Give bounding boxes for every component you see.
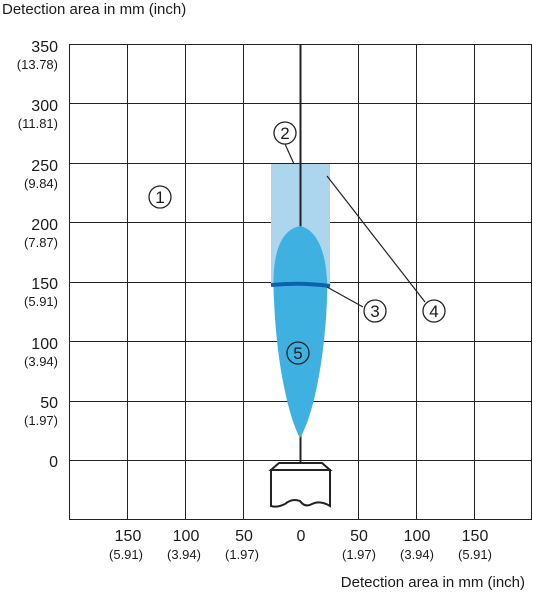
y-tick-100-inch: (3.94) bbox=[24, 354, 58, 369]
y-tick-350-inch: (13.78) bbox=[17, 57, 58, 72]
x-axis-title: Detection area in mm (inch) bbox=[340, 574, 525, 591]
callout-2: 2 bbox=[273, 121, 297, 165]
svg-text:5: 5 bbox=[293, 344, 302, 363]
y-tick-300: 300 bbox=[31, 98, 58, 115]
y-tick-200: 200 bbox=[31, 217, 58, 234]
y-tick-50-inch: (1.97) bbox=[24, 413, 58, 428]
y-axis-title: Detection area in mm (inch) bbox=[2, 1, 187, 18]
x-tick-neg150: 150 bbox=[115, 528, 142, 545]
y-tick-100: 100 bbox=[31, 336, 58, 353]
svg-text:3: 3 bbox=[370, 302, 379, 321]
x-tick-pos100: 100 bbox=[404, 528, 431, 545]
y-tick-300-inch: (11.81) bbox=[18, 116, 58, 131]
x-tick-pos50: 50 bbox=[350, 528, 368, 545]
x-tick-pos50-inch: (1.97) bbox=[342, 547, 376, 562]
y-tick-150-inch: (5.91) bbox=[24, 294, 58, 309]
y-tick-150: 150 bbox=[31, 276, 58, 293]
callout-5: 5 bbox=[286, 341, 310, 365]
x-tick-neg50-inch: (1.97) bbox=[225, 547, 259, 562]
x-tick-pos150-inch: (5.91) bbox=[458, 547, 492, 562]
dark-detection-lobe bbox=[273, 226, 328, 438]
callout-4: 4 bbox=[326, 175, 446, 323]
x-tick-neg100: 100 bbox=[173, 528, 200, 545]
y-tick-250: 250 bbox=[31, 158, 58, 175]
y-tick-250-inch: (9.84) bbox=[24, 176, 58, 191]
svg-text:4: 4 bbox=[429, 302, 438, 321]
y-tick-labels: 350 (13.78) 300 (11.81) 250 (9.84) 200 (… bbox=[17, 39, 58, 471]
y-tick-50: 50 bbox=[40, 395, 58, 412]
focus-line bbox=[270, 281, 331, 288]
x-tick-pos100-inch: (3.94) bbox=[400, 547, 434, 562]
x-tick-labels: 150 (5.91) 100 (3.94) 50 (1.97) 0 50 (1.… bbox=[109, 528, 492, 562]
y-tick-200-inch: (7.87) bbox=[24, 235, 58, 250]
callout-1: 1 bbox=[148, 185, 172, 209]
x-tick-0: 0 bbox=[297, 528, 306, 545]
svg-text:1: 1 bbox=[155, 188, 164, 207]
x-tick-neg100-inch: (3.94) bbox=[167, 547, 201, 562]
y-tick-0: 0 bbox=[49, 454, 58, 471]
x-tick-neg50: 50 bbox=[235, 528, 253, 545]
callout-3: 3 bbox=[326, 286, 387, 323]
y-tick-350: 350 bbox=[31, 39, 58, 56]
sensor-symbol bbox=[268, 462, 333, 508]
x-tick-neg150-inch: (5.91) bbox=[109, 547, 143, 562]
svg-text:2: 2 bbox=[280, 124, 289, 143]
x-tick-pos150: 150 bbox=[462, 528, 489, 545]
